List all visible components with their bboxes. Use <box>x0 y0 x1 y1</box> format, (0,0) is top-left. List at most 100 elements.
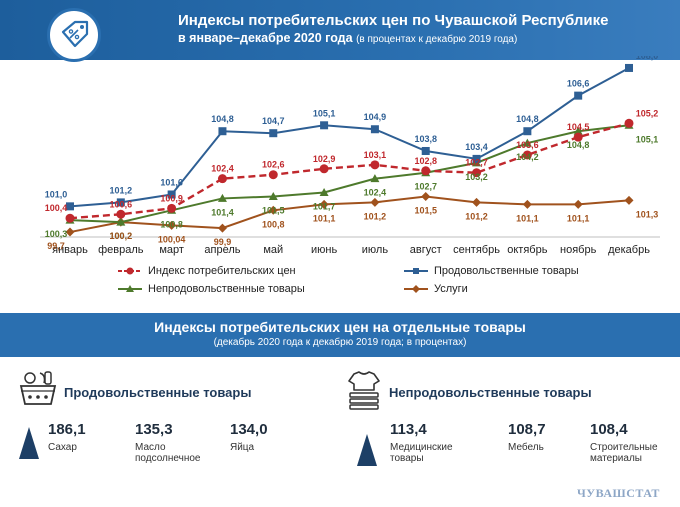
series-line <box>69 195 630 234</box>
x-tick-label: декабрь <box>608 244 650 256</box>
x-tick-label: июль <box>362 244 389 256</box>
legend-item-cpi: Индекс потребительских цен <box>118 265 296 277</box>
nonfood-item-furniture: 108,7 Мебель <box>508 421 598 453</box>
data-label: 102,9 <box>313 154 336 164</box>
data-point <box>421 166 431 176</box>
data-point <box>370 197 380 207</box>
data-point <box>370 125 379 134</box>
data-point <box>573 132 583 142</box>
data-point <box>319 199 329 209</box>
data-point <box>574 91 583 100</box>
data-point <box>217 174 227 184</box>
data-point <box>624 195 634 205</box>
x-tick-label: сентябрь <box>453 244 500 256</box>
data-label: 104,9 <box>364 112 387 122</box>
data-point <box>319 164 329 174</box>
data-point <box>268 191 278 200</box>
data-label: 106,6 <box>567 79 590 89</box>
x-tick-label: февраль <box>98 244 144 256</box>
data-label: 102,4 <box>364 188 387 198</box>
data-point <box>522 150 532 160</box>
nonfood-item-label: Медицинские товары <box>390 442 453 464</box>
legend-food-marker-icon <box>404 268 428 274</box>
legend-label-services: Услуги <box>434 283 468 295</box>
data-point <box>116 198 125 207</box>
data-label: 103,6 <box>516 140 539 150</box>
food-triangle-icon <box>19 427 39 459</box>
data-label: 101,2 <box>465 211 488 221</box>
data-label: 101,3 <box>636 209 659 219</box>
data-label: 100,6 <box>110 199 133 209</box>
data-label: 101,6 <box>160 177 183 187</box>
data-label: 100,8 <box>160 219 183 229</box>
legend-label-nonfood: Непродовольственные товары <box>148 283 305 295</box>
data-label: 99,7 <box>47 241 65 251</box>
data-point <box>167 190 176 199</box>
data-label: 105,1 <box>636 134 659 144</box>
food-item-sunflower-oil: 135,3 Масло подсолнечное <box>135 421 210 464</box>
data-point <box>625 63 633 72</box>
data-label: 102,7 <box>465 158 488 168</box>
nonfood-item-medical: 113,4 Медицинские товары <box>390 421 460 464</box>
data-label: 104,5 <box>567 122 590 132</box>
data-point <box>472 197 482 207</box>
data-label: 103,2 <box>465 172 488 182</box>
data-point <box>370 160 380 170</box>
food-item-value: 134,0 <box>230 421 268 438</box>
subtitle-main: в январе–декабре 2020 года <box>178 31 353 45</box>
data-point <box>522 199 532 209</box>
nonfood-triangle-icon <box>357 434 377 466</box>
data-point <box>217 223 227 233</box>
legend-label-food: Продовольственные товары <box>434 265 579 277</box>
band-subtitle: (декабрь 2020 года к декабрю 2019 года; … <box>213 337 467 348</box>
data-label: 101,2 <box>364 211 387 221</box>
data-label: 104,8 <box>516 114 539 124</box>
data-label: 103,1 <box>364 150 387 160</box>
data-label: 104,2 <box>516 152 539 162</box>
data-label: 103,4 <box>465 142 488 152</box>
data-label: 100,8 <box>262 219 285 229</box>
data-label: 101,1 <box>313 213 336 223</box>
food-section-heading: Продовольственные товары <box>64 385 252 400</box>
band-title: Индексы потребительских цен на отдельные… <box>154 319 526 335</box>
food-item-value: 186,1 <box>48 421 86 438</box>
data-label: 100,2 <box>110 231 133 241</box>
x-tick-label: март <box>159 244 184 256</box>
x-tick-label: август <box>410 244 442 256</box>
data-label: 102,4 <box>211 164 234 174</box>
nonfood-item-label: Строительные материалы <box>590 442 658 464</box>
legend-item-nonfood: Непродовольственные товары <box>118 283 305 295</box>
data-point <box>573 199 583 209</box>
data-label: 104,8 <box>567 140 590 150</box>
series-line <box>69 122 630 220</box>
food-item-label: Яйца <box>230 442 255 453</box>
data-point <box>523 127 532 136</box>
section-band: Индексы потребительских цен на отдельные… <box>0 313 680 357</box>
food-item-label: Масло подсолнечное <box>135 442 201 464</box>
page-title: Индексы потребительских цен по Чувашской… <box>178 12 609 29</box>
data-point <box>268 170 278 180</box>
data-label: 100,4 <box>45 203 68 213</box>
legend-cpi-marker-icon <box>118 267 142 275</box>
data-point <box>268 205 278 215</box>
nonfood-item-value: 108,4 <box>590 421 628 438</box>
data-label: 100,2 <box>110 231 133 241</box>
price-tag-percent-icon <box>47 8 101 62</box>
data-label: 101,0 <box>45 189 68 199</box>
x-tick-label: январь <box>52 244 88 256</box>
data-label: 104,8 <box>211 114 234 124</box>
nonfood-section-heading: Непродовольственные товары <box>389 385 592 400</box>
food-item-value: 135,3 <box>135 421 173 438</box>
grocery-basket-icon <box>18 369 58 412</box>
nonfood-item-value: 108,7 <box>508 421 546 438</box>
data-label: 100,9 <box>160 193 183 203</box>
data-label: 100,04 <box>158 234 186 244</box>
data-label: 102,7 <box>414 182 437 192</box>
data-label: 105,1 <box>313 108 336 118</box>
data-point <box>217 193 227 202</box>
food-item-eggs: 134,0 Яйца <box>230 421 320 453</box>
x-tick-label: октябрь <box>507 244 547 256</box>
data-label: 102,8 <box>414 156 437 166</box>
data-label: 101,7 <box>313 202 336 212</box>
data-point <box>167 220 177 230</box>
